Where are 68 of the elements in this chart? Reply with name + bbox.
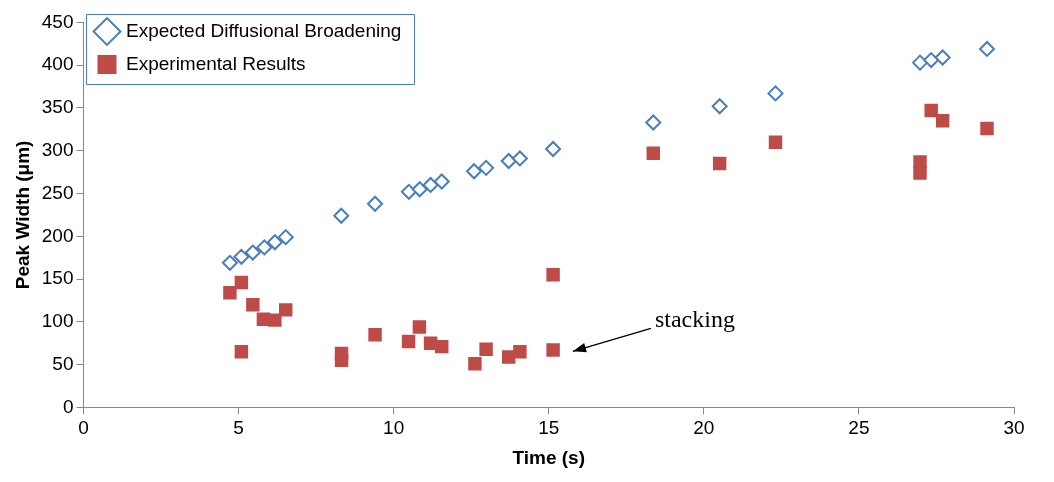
y-tick-label: 50 — [52, 352, 74, 374]
y-tick-label: 400 — [41, 53, 74, 75]
point — [246, 298, 260, 312]
x-axis-title: Time (s) — [512, 446, 586, 468]
point — [256, 239, 273, 256]
point — [546, 343, 560, 357]
y-tick-label: 250 — [41, 181, 74, 203]
x-tick-label: 20 — [693, 417, 715, 439]
point — [435, 339, 449, 354]
point — [401, 334, 416, 349]
point — [221, 254, 238, 271]
point — [334, 353, 349, 368]
y-axis-title: Peak Width (μm) — [11, 140, 33, 290]
point — [912, 54, 929, 71]
point — [244, 244, 261, 261]
y-tick-label: 0 — [62, 395, 74, 417]
point — [768, 135, 783, 149]
point — [500, 153, 517, 169]
point — [913, 166, 927, 180]
y-tick-label: 300 — [41, 138, 74, 160]
legend-label: Expected Diffusional Broadening — [126, 19, 402, 41]
point — [277, 229, 294, 246]
point — [645, 114, 662, 131]
point — [646, 146, 660, 161]
point — [478, 159, 495, 176]
x-tick-label: 15 — [538, 417, 560, 439]
point — [479, 342, 493, 356]
point — [980, 121, 994, 136]
point — [711, 98, 728, 115]
point — [546, 268, 560, 282]
point — [368, 327, 382, 342]
point — [279, 303, 293, 317]
y-tick-label: 150 — [41, 267, 74, 289]
y-tick-label: 200 — [41, 224, 74, 246]
point — [935, 114, 950, 128]
x-tick-label: 10 — [383, 417, 405, 439]
x-tick-label: 5 — [233, 417, 244, 439]
point — [923, 52, 940, 69]
point — [268, 313, 282, 327]
x-tick-label: 0 — [78, 417, 89, 439]
point — [223, 286, 237, 300]
y-tick-label: 350 — [41, 96, 74, 118]
point — [234, 275, 249, 290]
legend-label: Experimental Results — [126, 52, 306, 74]
point — [545, 141, 562, 158]
point — [233, 248, 250, 265]
point — [767, 85, 784, 102]
point — [466, 163, 482, 180]
point — [934, 49, 951, 66]
point — [400, 183, 417, 200]
point — [412, 320, 427, 334]
point — [367, 195, 384, 212]
point — [712, 156, 727, 171]
point — [924, 103, 938, 118]
point — [333, 207, 350, 224]
y-tick-label: 450 — [41, 10, 74, 32]
point — [513, 345, 527, 359]
annotation: stacking — [654, 305, 735, 332]
x-tick-label: 30 — [1003, 417, 1025, 439]
x-tick-label: 25 — [848, 417, 870, 439]
point — [266, 234, 283, 251]
y-tick-label: 100 — [41, 310, 74, 332]
point — [468, 357, 482, 371]
point — [234, 345, 249, 359]
point — [979, 40, 996, 57]
point — [433, 173, 450, 190]
point — [511, 150, 528, 167]
point — [411, 181, 428, 198]
